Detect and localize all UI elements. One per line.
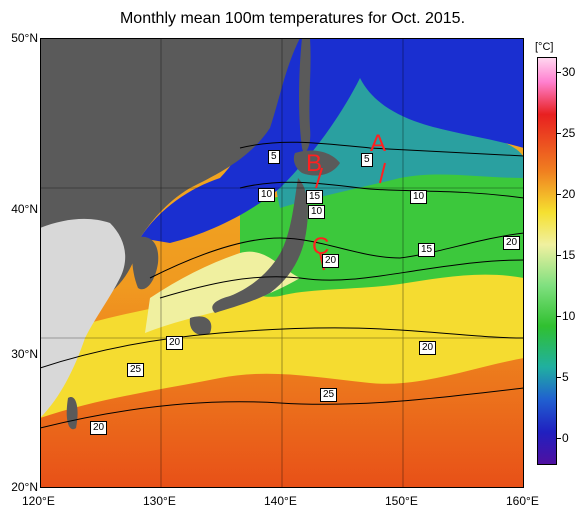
colorbar-tick-label: 15 [562, 248, 576, 262]
honshu-land [212, 178, 308, 313]
contour-label: 15 [306, 190, 324, 204]
colorbar-tick-mark [557, 438, 561, 439]
hokkaido-land [293, 150, 340, 176]
contour-label: 5 [268, 150, 280, 164]
colorbar-svg [537, 57, 557, 465]
lat-label-30n: 30°N [11, 347, 38, 361]
contour-label: 10 [308, 205, 326, 219]
colorbar-unit: [°C] [535, 41, 554, 53]
map-title: Monthly mean 100m temperatures for Oct. … [119, 10, 466, 27]
korea-land [132, 236, 159, 290]
colorbar [537, 57, 557, 465]
contour-label: 20 [322, 254, 340, 268]
lon-label-160e: 160°E [506, 494, 539, 508]
lat-label-20n: 20°N [11, 480, 38, 494]
contour-label: 25 [320, 388, 338, 402]
colorbar-tick-label: 20 [562, 187, 576, 201]
region-marker-b: B [306, 150, 323, 177]
lat-label-40n: 40°N [11, 202, 38, 216]
taiwan-land [66, 397, 78, 430]
contour-label: 25 [127, 363, 145, 377]
temperature-map: 5 5 10 15 10 10 15 20 20 20 20 25 25 20 A B C [40, 38, 524, 488]
contour-label: 20 [166, 336, 184, 350]
lon-label-140e: 140°E [264, 494, 297, 508]
lat-label-50n: 50°N [11, 31, 38, 45]
colorbar-tick-mark [557, 72, 561, 73]
grid-lines [40, 38, 524, 488]
colorbar-tick-label: 10 [562, 309, 576, 323]
contour-label: 5 [361, 153, 373, 167]
colorbar-tick-label: 0 [562, 431, 569, 445]
colorbar-tick-label: 25 [562, 126, 576, 140]
colorbar-tick-label: 30 [562, 65, 576, 79]
contour-label: 20 [503, 236, 521, 250]
lon-label-120e: 120°E [22, 494, 55, 508]
colorbar-tick-mark [557, 316, 561, 317]
contour-label: 10 [410, 190, 428, 204]
contour-label: 20 [419, 341, 437, 355]
map-svg [40, 38, 524, 488]
region-marker-c: C [312, 233, 330, 260]
colorbar-tick-mark [557, 255, 561, 256]
colorbar-tick-mark [557, 377, 561, 378]
colorbar-tick-label: 5 [562, 370, 569, 384]
colorbar-tick-mark [557, 133, 561, 134]
region-marker-a: A [370, 130, 387, 157]
cold-zone [140, 38, 524, 243]
sakhalin-land [299, 38, 311, 152]
contour-label: 20 [90, 421, 108, 435]
contour-label: 15 [418, 243, 436, 257]
map-frame [40, 38, 524, 488]
lon-label-130e: 130°E [143, 494, 176, 508]
colorbar-tick-mark [557, 194, 561, 195]
coastal-light [145, 251, 300, 333]
unobserved-sea [40, 218, 126, 418]
lon-label-150e: 150°E [385, 494, 418, 508]
contour-label: 10 [258, 188, 276, 202]
kyushu-land [189, 316, 212, 335]
